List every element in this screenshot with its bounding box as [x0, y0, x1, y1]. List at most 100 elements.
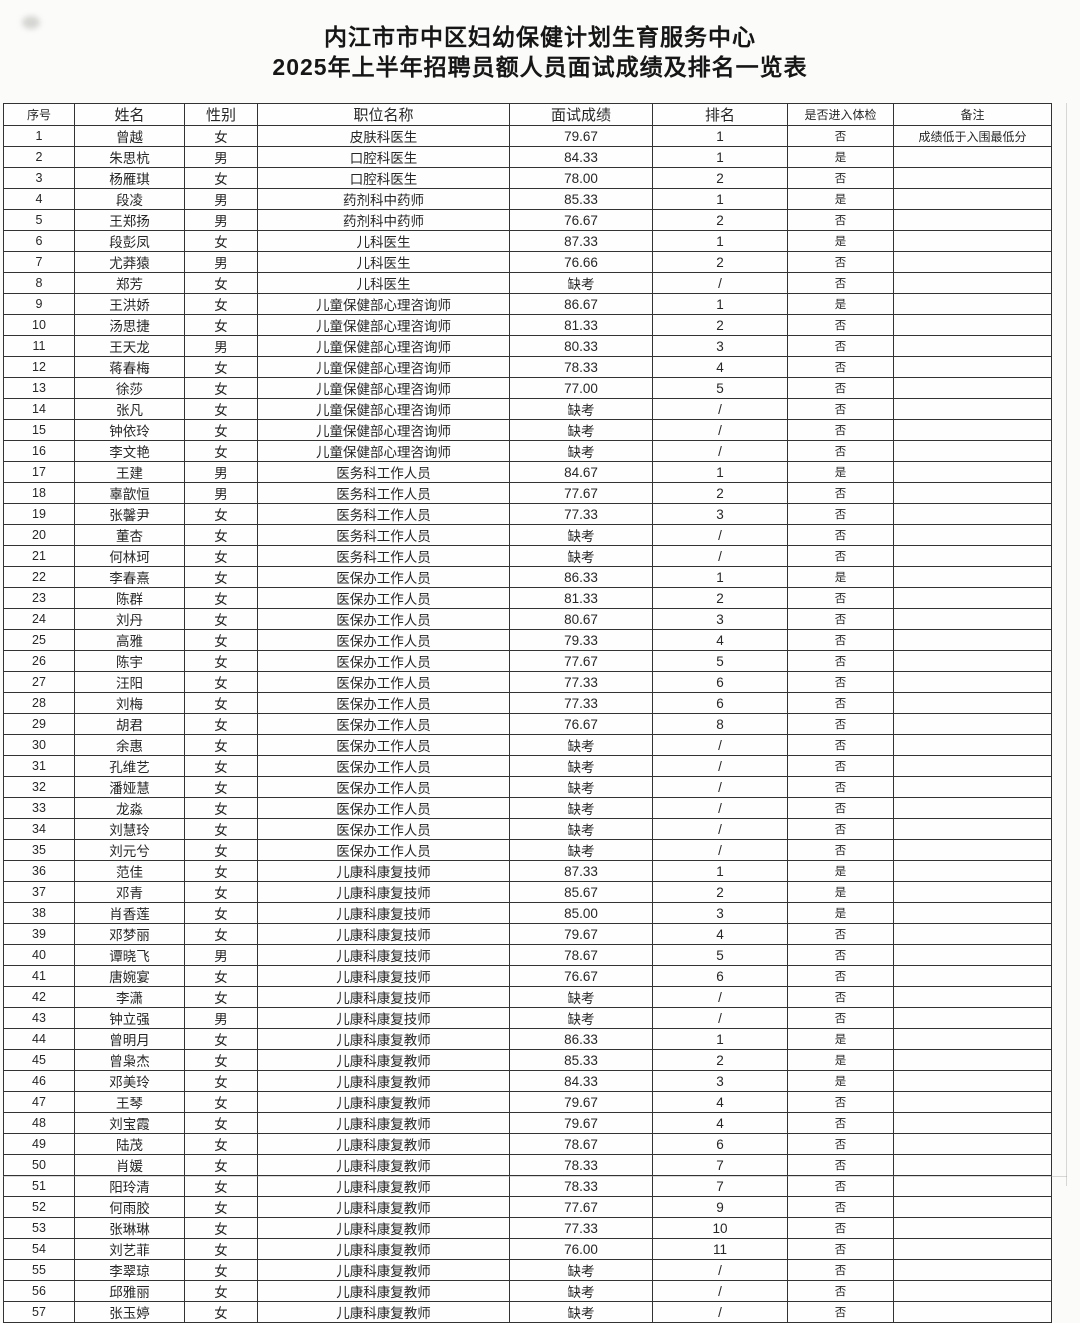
cell-name: 李翠琼	[74, 1259, 185, 1281]
cell-rank: /	[652, 1301, 788, 1323]
cell-position: 医保办工作人员	[257, 608, 510, 630]
cell-index: 51	[3, 1175, 75, 1197]
table-row: 39 邓梦丽女儿康科康复技师 79.67 4 否	[3, 923, 1052, 945]
table-row: 1 曾越女皮肤科医生 79.67 1 否成绩低于入围最低分	[3, 125, 1052, 147]
table-row: 33 龙淼女医保办工作人员 缺考 / 否	[3, 797, 1052, 819]
cell-name: 何林珂	[74, 545, 185, 567]
cell-position: 医保办工作人员	[257, 713, 510, 735]
cell-position: 医保办工作人员	[257, 671, 510, 693]
cell-rank: /	[652, 1007, 788, 1029]
cell-remark	[893, 1070, 1052, 1092]
cell-gender: 女	[184, 1091, 258, 1113]
cell-score: 79.67	[509, 923, 653, 945]
cell-name: 邓梦丽	[74, 923, 185, 945]
cell-rank: 1	[652, 461, 788, 483]
cell-score: 77.33	[509, 692, 653, 714]
cell-rank: /	[652, 986, 788, 1008]
cell-index: 28	[3, 692, 75, 714]
table-row: 42 李潇女儿康科康复技师 缺考 / 否	[3, 986, 1052, 1008]
cell-name: 潘娅慧	[74, 776, 185, 798]
column-header-index: 序号	[3, 103, 75, 126]
cell-remark	[893, 1259, 1052, 1281]
cell-remark	[893, 587, 1052, 609]
cell-score: 78.00	[509, 167, 653, 189]
cell-physical: 是	[787, 293, 894, 315]
cell-remark	[893, 335, 1052, 357]
cell-position: 儿康科康复教师	[257, 1154, 510, 1176]
cell-remark	[893, 524, 1052, 546]
column-header-score: 面试成绩	[509, 103, 653, 126]
cell-rank: /	[652, 839, 788, 861]
table-row: 48 刘宝霞女儿康科康复教师 79.67 4 否	[3, 1112, 1052, 1134]
cell-position: 医保办工作人员	[257, 587, 510, 609]
cell-gender: 女	[184, 1301, 258, 1323]
cell-remark	[893, 965, 1052, 987]
cell-physical: 否	[787, 692, 894, 714]
cell-score: 缺考	[509, 1007, 653, 1029]
cell-physical: 否	[787, 608, 894, 630]
cell-rank: 6	[652, 1133, 788, 1155]
cell-physical: 否	[787, 314, 894, 336]
cell-physical: 否	[787, 1007, 894, 1029]
cell-position: 儿康科康复教师	[257, 1112, 510, 1134]
cell-name: 蒋春梅	[74, 356, 185, 378]
cell-score: 缺考	[509, 839, 653, 861]
cell-physical: 否	[787, 356, 894, 378]
cell-physical: 否	[787, 587, 894, 609]
cell-gender: 女	[184, 650, 258, 672]
cell-remark	[893, 293, 1052, 315]
table-row: 3 杨雁琪女口腔科医生 78.00 2 否	[3, 167, 1052, 189]
cell-physical: 是	[787, 566, 894, 588]
cell-position: 儿童保健部心理咨询师	[257, 293, 510, 315]
cell-physical: 否	[787, 1175, 894, 1197]
cell-rank: 2	[652, 1049, 788, 1071]
cell-remark	[893, 986, 1052, 1008]
table-row: 16 李文艳女儿童保健部心理咨询师 缺考 / 否	[3, 440, 1052, 462]
cell-index: 33	[3, 797, 75, 819]
cell-physical: 否	[787, 440, 894, 462]
cell-remark: 成绩低于入围最低分	[893, 125, 1052, 147]
cell-gender: 女	[184, 440, 258, 462]
cell-index: 41	[3, 965, 75, 987]
cell-name: 王洪娇	[74, 293, 185, 315]
cell-name: 邱雅丽	[74, 1280, 185, 1302]
cell-rank: /	[652, 818, 788, 840]
cell-score: 缺考	[509, 797, 653, 819]
cell-position: 儿康科康复教师	[257, 1070, 510, 1092]
cell-gender: 女	[184, 671, 258, 693]
cell-index: 15	[3, 419, 75, 441]
cell-rank: 2	[652, 167, 788, 189]
cell-position: 医保办工作人员	[257, 755, 510, 777]
cell-position: 儿康科康复教师	[257, 1217, 510, 1239]
table-row: 25 高雅女医保办工作人员 79.33 4 否	[3, 629, 1052, 651]
table-row: 20 董杏女医务科工作人员 缺考 / 否	[3, 524, 1052, 546]
cell-remark	[893, 1238, 1052, 1260]
cell-physical: 否	[787, 209, 894, 231]
cell-remark	[893, 902, 1052, 924]
table-row: 37 邓青女儿康科康复技师 85.67 2 是	[3, 881, 1052, 903]
cell-remark	[893, 650, 1052, 672]
cell-position: 儿康科康复技师	[257, 860, 510, 882]
cell-rank: 1	[652, 860, 788, 882]
cell-gender: 女	[184, 1133, 258, 1155]
cell-score: 78.33	[509, 1154, 653, 1176]
table-row: 55 李翠琼女儿康科康复教师 缺考 / 否	[3, 1259, 1052, 1281]
cell-remark	[893, 671, 1052, 693]
cell-name: 胡君	[74, 713, 185, 735]
cell-rank: /	[652, 398, 788, 420]
cell-score: 81.33	[509, 314, 653, 336]
column-header-remark: 备注	[893, 103, 1052, 126]
cell-rank: 2	[652, 314, 788, 336]
cell-gender: 女	[184, 734, 258, 756]
table-row: 43 钟立强男儿康科康复技师 缺考 / 否	[3, 1007, 1052, 1029]
cell-index: 54	[3, 1238, 75, 1260]
cell-remark	[893, 1091, 1052, 1113]
column-header-rank: 排名	[652, 103, 788, 126]
cell-name: 刘艺菲	[74, 1238, 185, 1260]
cell-index: 23	[3, 587, 75, 609]
cell-name: 张馨尹	[74, 503, 185, 525]
cell-remark	[893, 818, 1052, 840]
cell-physical: 是	[787, 1049, 894, 1071]
cell-index: 40	[3, 944, 75, 966]
cell-physical: 否	[787, 272, 894, 294]
